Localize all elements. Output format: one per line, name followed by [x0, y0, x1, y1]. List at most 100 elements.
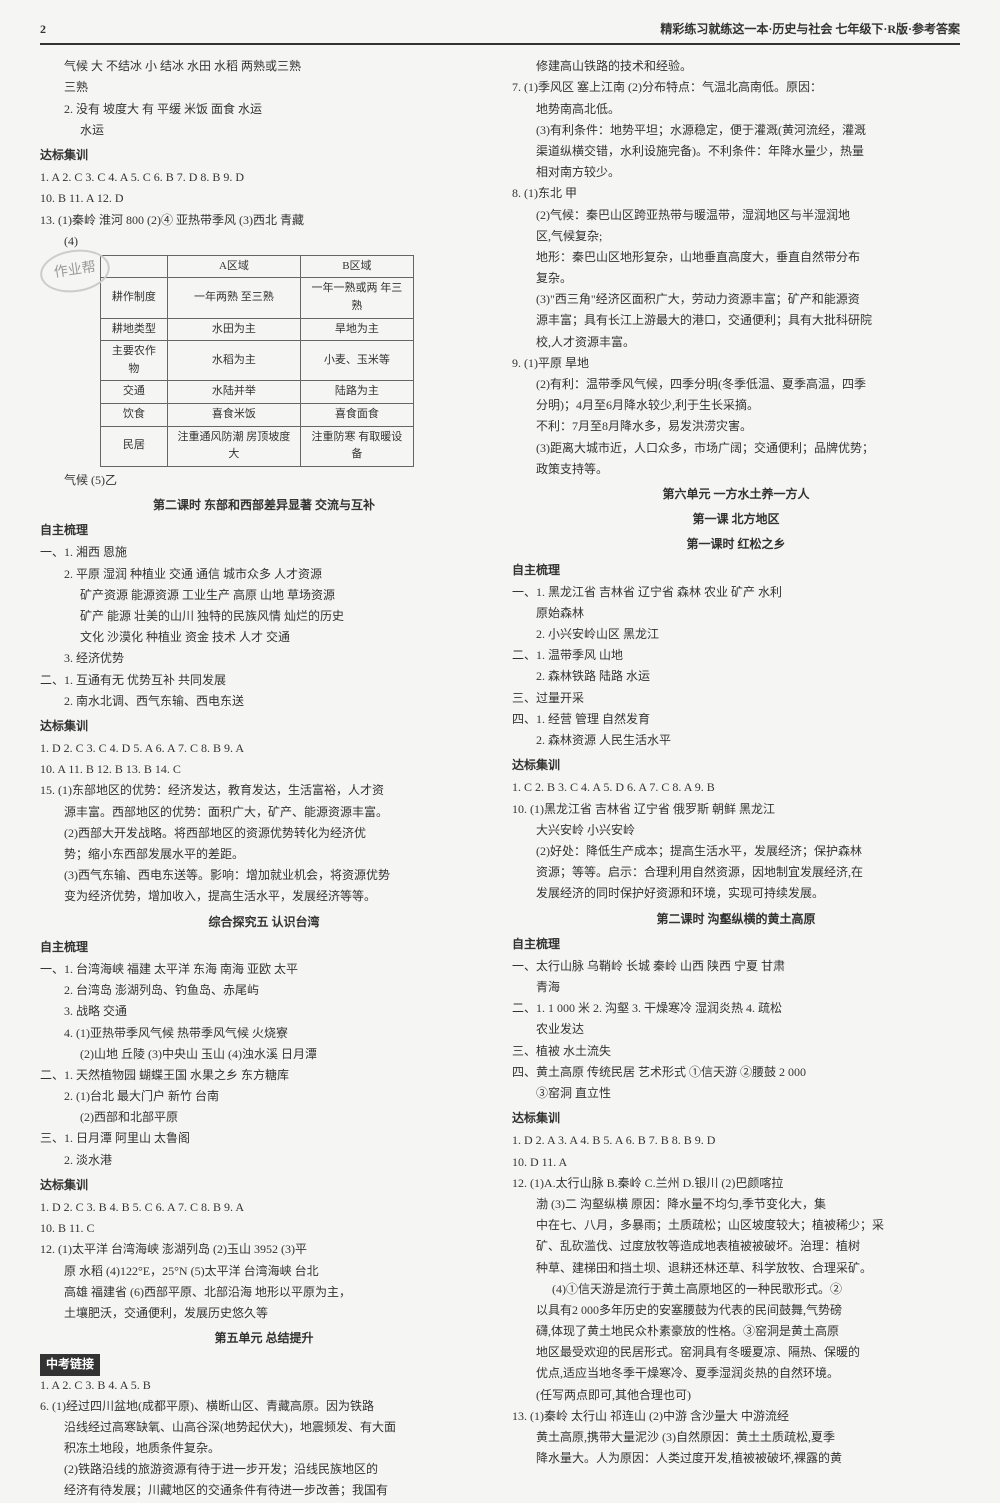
text: 2. 森林资源 人民生活水平 [512, 731, 960, 750]
text: 13. (1)秦岭 淮河 800 (2)④ 亚热带季风 (3)西北 青藏 [40, 211, 488, 230]
text: 三、过量开采 [512, 689, 960, 708]
text: 黄土高原,携带大量泥沙 (3)自然原因：黄土土质疏松,夏季 [512, 1428, 960, 1447]
text: 变为经济优势，增加收入，提高生活水平，发展经济等等。 [40, 887, 488, 906]
td: 主要农作物 [101, 341, 168, 381]
text: (3)有利条件：地势平坦；水源稳定，便于灌溉(黄河流经，灌溉 [512, 121, 960, 140]
text: 矿、乱砍滥伐、过度放牧等造成地表植被被破坏。治理：植树 [512, 1237, 960, 1256]
td: 陆路为主 [301, 381, 413, 404]
text: 不利：7月至8月降水多，易发洪涝灾害。 [512, 417, 960, 436]
section-heading: 自主梳理 [512, 561, 960, 580]
text: 1. D 2. C 3. C 4. D 5. A 6. A 7. C 8. B … [40, 739, 488, 758]
td: 水稻为主 [167, 341, 300, 381]
section-heading: 达标集训 [40, 146, 488, 165]
text: 文化 沙漠化 种植业 资金 技术 人才 交通 [40, 628, 488, 647]
text: 源丰富。西部地区的优势：面积广大，矿产、能源资源丰富。 [40, 803, 488, 822]
page-title: 精彩练习就练这一本·历史与社会 七年级下·R版·参考答案 [660, 20, 960, 39]
text: 大兴安岭 小兴安岭 [512, 821, 960, 840]
text: 12. (1)A.太行山脉 B.秦岭 C.兰州 D.银川 (2)巴颜喀拉 [512, 1174, 960, 1193]
text: 7. (1)季风区 塞上江南 (2)分布特点：气温北高南低。原因： [512, 78, 960, 97]
section-heading: 达标集训 [512, 756, 960, 775]
text: 一、1. 湘西 恩施 [40, 543, 488, 562]
text: 相对南方较少。 [512, 163, 960, 182]
text: 10. D 11. A [512, 1153, 960, 1172]
text: 一、1. 黑龙江省 吉林省 辽宁省 森林 农业 矿产 水利 [512, 583, 960, 602]
text: 3. 经济优势 [40, 649, 488, 668]
unit-title: 第六单元 一方水土养一方人 [512, 485, 960, 504]
text: 1. A 2. C 3. C 4. A 5. C 6. B 7. D 8. B … [40, 168, 488, 187]
text: 原 水稻 (4)122°E，25°N (5)太平洋 台湾海峡 台北 [40, 1262, 488, 1281]
text: 三熟 [40, 78, 488, 97]
text: 势；缩小东西部发展水平的差距。 [40, 845, 488, 864]
text: 二、1. 互通有无 优势互补 共同发展 [40, 671, 488, 690]
text: 3. 战略 交通 [40, 1002, 488, 1021]
page-number: 2 [40, 20, 46, 39]
text: 一、1. 台湾海峡 福建 太平洋 东海 南海 亚欧 太平 [40, 960, 488, 979]
th: B区域 [301, 255, 413, 278]
text: 经济有待发展；川藏地区的交通条件有待进一步改善；我国有 [40, 1481, 488, 1500]
lesson-title: 第二课时 东部和西部差异显著 交流与互补 [40, 496, 488, 515]
text: 2. 淡水港 [40, 1151, 488, 1170]
text: ③窑洞 直立性 [512, 1084, 960, 1103]
text: 2. 森林铁路 陆路 水运 [512, 667, 960, 686]
text: (4) [40, 232, 488, 251]
text: 二、1. 温带季风 山地 [512, 646, 960, 665]
section-heading: 自主梳理 [40, 521, 488, 540]
text: 10. (1)黑龙江省 吉林省 辽宁省 俄罗斯 朝鲜 黑龙江 [512, 800, 960, 819]
text: 地形：秦巴山区地形复杂，山地垂直高度大，垂直自然带分布 [512, 248, 960, 267]
text: 土壤肥沃，交通便利，发展历史悠久等 [40, 1304, 488, 1323]
text: (任写两点即可,其他合理也可) [512, 1386, 960, 1405]
text: 1. C 2. B 3. C 4. A 5. D 6. A 7. C 8. A … [512, 778, 960, 797]
text: 复杂。 [512, 269, 960, 288]
keshi-title: 第一课时 红松之乡 [512, 535, 960, 554]
text: 沿线经过高寒缺氧、山高谷深(地势起伏大)，地震频发、有大面 [40, 1418, 488, 1437]
text: 水运 [40, 121, 488, 140]
text: 地势南高北低。 [512, 100, 960, 119]
th [101, 255, 168, 278]
text: 发展经济的同时保护好资源和环境，实现可持续发展。 [512, 884, 960, 903]
text: 分明)；4月至6月降水较少,利于生长采摘。 [512, 396, 960, 415]
section-heading: 达标集训 [40, 717, 488, 736]
text: 三、1. 日月潭 阿里山 太鲁阁 [40, 1129, 488, 1148]
lesson-title: 综合探究五 认识台湾 [40, 913, 488, 932]
text: 6. (1)经过四川盆地(成都平原)、横断山区、青藏高原。因为铁路 [40, 1397, 488, 1416]
td: 交通 [101, 381, 168, 404]
td: 喜食米饭 [167, 404, 300, 427]
text: 积冻土地段，地质条件复杂。 [40, 1439, 488, 1458]
text: 二、1. 天然植物园 蝴蝶王国 水果之乡 东方糖库 [40, 1066, 488, 1085]
section-heading: 达标集训 [512, 1109, 960, 1128]
text: 矿产资源 能源资源 工业生产 高原 山地 草场资源 [40, 586, 488, 605]
text: (3)距离大城市近，人口众多，市场广阔；交通便利；品牌优势； [512, 439, 960, 458]
text: (2)西部和北部平原 [40, 1108, 488, 1127]
text: 中在七、八月，多暴雨；土质疏松；山区坡度较大；植被稀少；采 [512, 1216, 960, 1235]
td: 耕作制度 [101, 278, 168, 318]
text: (2)山地 丘陵 (3)中央山 玉山 (4)浊水溪 日月潭 [40, 1045, 488, 1064]
td: 饮食 [101, 404, 168, 427]
text: 种草、建梯田和挡土坝、退耕还林还草、科学放牧、合理采矿。 [512, 1259, 960, 1278]
text: 4. (1)亚热带季风气候 热带季风气候 火烧寮 [40, 1024, 488, 1043]
td: 耕地类型 [101, 318, 168, 341]
text: 优点,适应当地冬季干燥寒冷、夏季湿润炎热的自然环境。 [512, 1364, 960, 1383]
text: 一、太行山脉 乌鞘岭 长城 秦岭 山西 陕西 宁夏 甘肃 [512, 957, 960, 976]
text: (2)好处：降低生产成本；提高生活水平，发展经济；保护森林 [512, 842, 960, 861]
text: 10. B 11. C [40, 1219, 488, 1238]
text: (2)气候：秦巴山区跨亚热带与暖温带，湿润地区与半湿润地 [512, 206, 960, 225]
text: 8. (1)东北 甲 [512, 184, 960, 203]
text: 青海 [512, 978, 960, 997]
text: 2. (1)台北 最大门户 新竹 台南 [40, 1087, 488, 1106]
lesson-title: 第一课 北方地区 [512, 510, 960, 529]
comparison-table: A区域 B区域 耕作制度一年两熟 至三熟一年一熟或两 年三熟 耕地类型水田为主旱… [100, 255, 414, 467]
keshi-title: 第二课时 沟壑纵横的黄土高原 [512, 910, 960, 929]
text: 渠道纵横交错，水利设施完备)。不利条件：年降水量少，热量 [512, 142, 960, 161]
text: 1. D 2. C 3. B 4. B 5. C 6. A 7. C 8. B … [40, 1198, 488, 1217]
section-heading: 自主梳理 [512, 935, 960, 954]
text: 气候 大 不结冰 小 结冰 水田 水稻 两熟或三熟 [40, 57, 488, 76]
text: 四、1. 经营 管理 自然发育 [512, 710, 960, 729]
td: 注重防寒 有取暖设备 [301, 426, 413, 466]
text: 四、黄土高原 传统民居 艺术形式 ①信天游 ②腰鼓 2 000 [512, 1063, 960, 1082]
text: 10. B 11. A 12. D [40, 189, 488, 208]
section-heading: 自主梳理 [40, 938, 488, 957]
text: 区,气候复杂; [512, 227, 960, 246]
text: 1. D 2. A 3. A 4. B 5. A 6. B 7. B 8. B … [512, 1131, 960, 1150]
text: (4)①信天游是流行于黄土高原地区的一种民歌形式。② [512, 1280, 960, 1299]
text: 矿产 能源 壮美的山川 独特的民族风情 灿烂的历史 [40, 607, 488, 626]
